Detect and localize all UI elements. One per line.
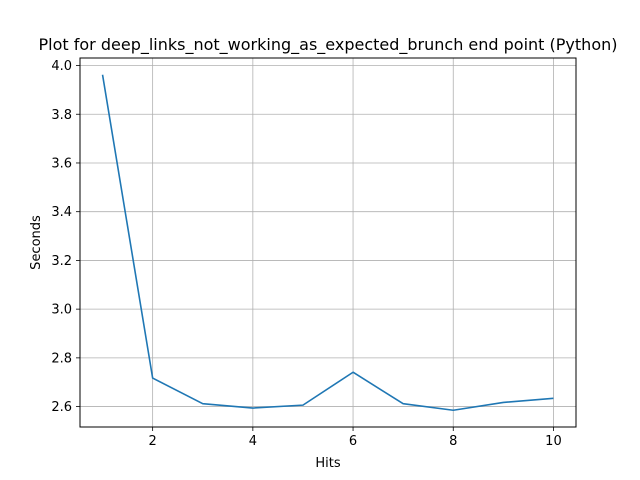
x-tick-label: 4 (249, 434, 257, 449)
y-tick-label: 2.8 (51, 351, 72, 366)
chart-title: Plot for deep_links_not_working_as_expec… (39, 35, 618, 55)
x-tick-label: 8 (449, 434, 457, 449)
x-tick-label: 2 (149, 434, 157, 449)
grid (80, 58, 576, 427)
y-tick-label: 3.8 (51, 108, 72, 123)
x-axis-label: Hits (315, 456, 340, 471)
y-tick-label: 3.0 (51, 303, 72, 318)
y-axis-label: Seconds (29, 215, 44, 270)
series-layer (101, 74, 554, 412)
y-tick-label: 3.4 (51, 205, 72, 220)
y-tick-label: 4.0 (51, 59, 72, 74)
x-tick-label: 6 (349, 434, 357, 449)
y-tick-label: 2.6 (51, 400, 72, 415)
series-line (101, 74, 554, 412)
y-tick-label: 3.6 (51, 156, 72, 171)
plot-frame (79, 57, 577, 428)
y-axis: 2.6 2.8 3.0 3.2 3.4 3.6 3.8 4.0 (51, 59, 80, 415)
x-tick-label: 10 (545, 434, 562, 449)
x-axis: 2 4 6 8 10 (149, 427, 562, 449)
y-tick-label: 3.2 (51, 254, 72, 269)
